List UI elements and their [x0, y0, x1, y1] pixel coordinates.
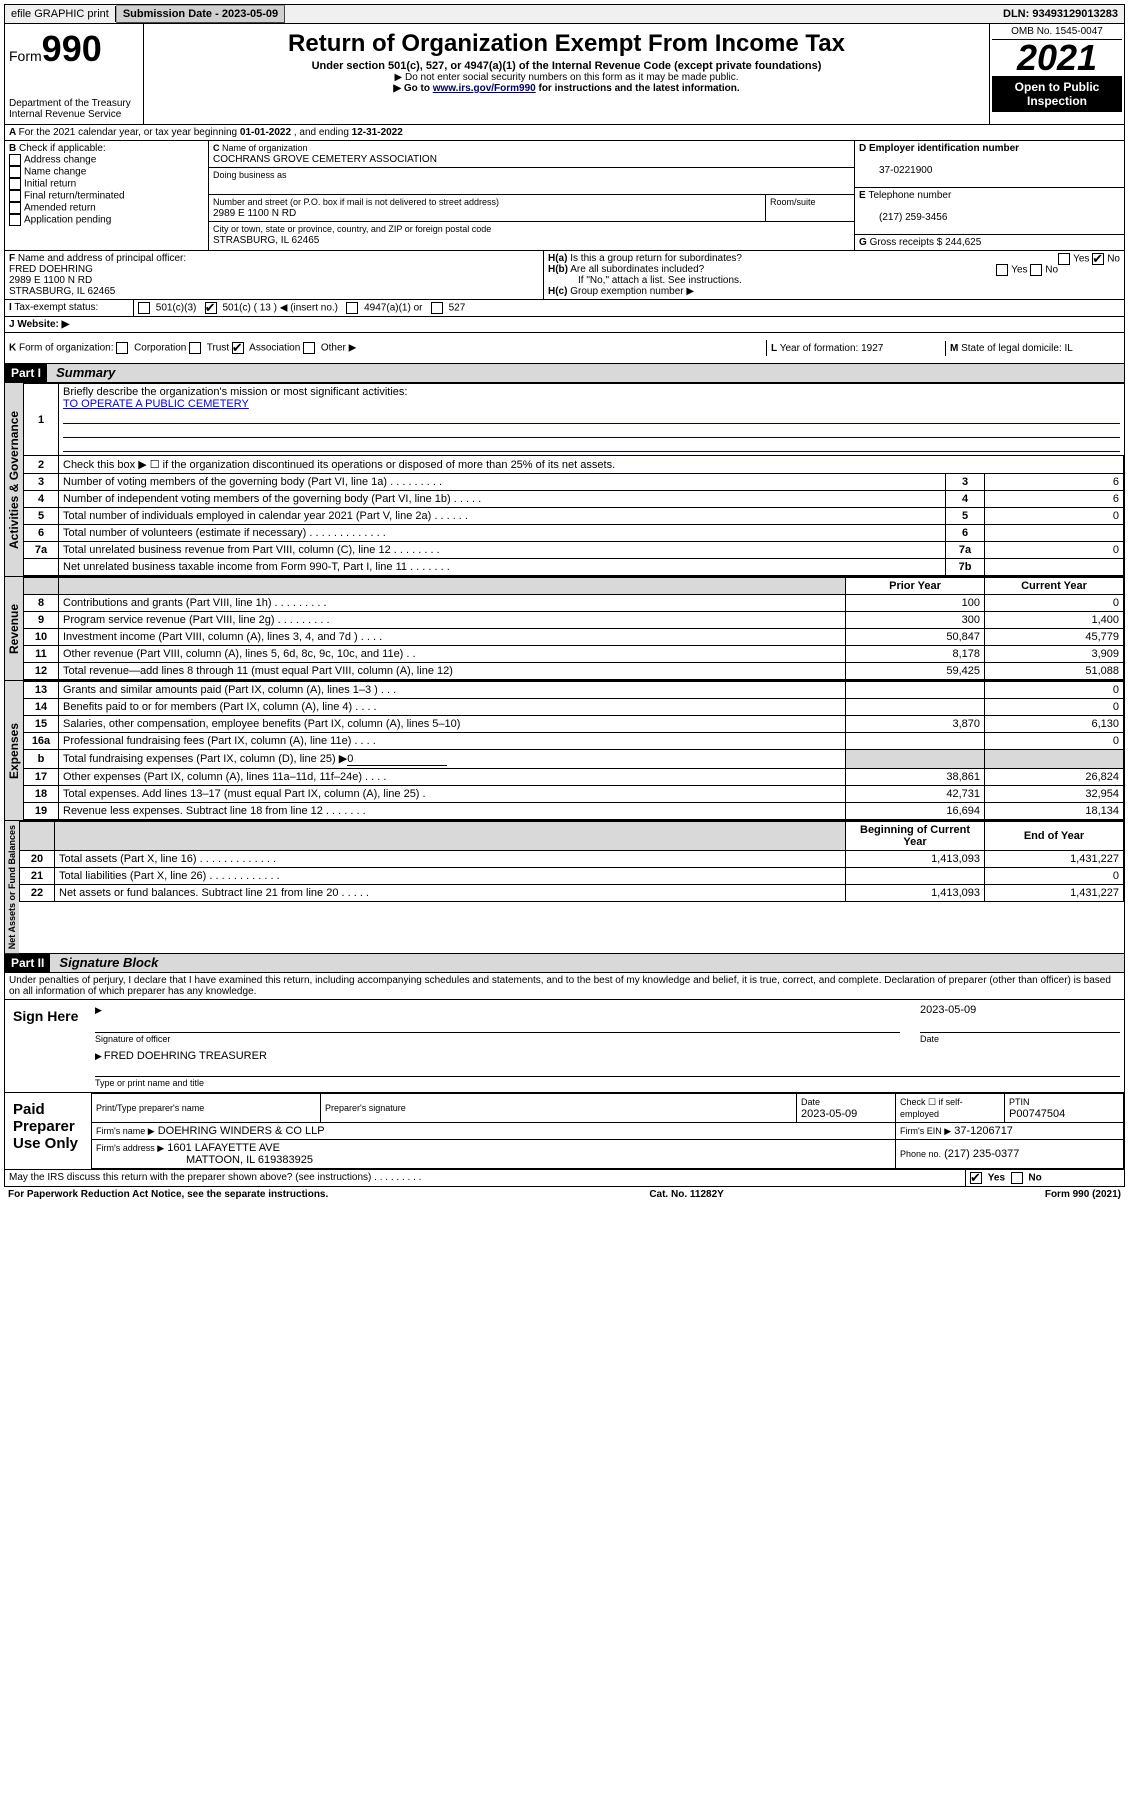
- paid-preparer-block: Paid Preparer Use Only Print/Type prepar…: [4, 1093, 1125, 1170]
- summary-expenses: Expenses 13Grants and similar amounts pa…: [4, 681, 1125, 821]
- chk-other[interactable]: [303, 342, 315, 354]
- lines-13-19: 13Grants and similar amounts paid (Part …: [23, 681, 1124, 820]
- org-street: 2989 E 1100 N RD: [213, 208, 296, 219]
- vlabel-governance: Activities & Governance: [5, 383, 23, 576]
- org-name: COCHRANS GROVE CEMETERY ASSOCIATION: [213, 154, 437, 165]
- hb-yes[interactable]: [996, 264, 1008, 276]
- part2-header: Part II Signature Block: [4, 954, 1125, 973]
- mission-link[interactable]: TO OPERATE A PUBLIC CEMETERY: [63, 398, 249, 410]
- form-number: Form990: [9, 28, 139, 70]
- ha-no[interactable]: [1092, 253, 1104, 265]
- row-j: J Website: ▶: [4, 317, 1125, 333]
- chk-501c3[interactable]: [138, 302, 150, 314]
- form-subtitle: Under section 501(c), 527, or 4947(a)(1)…: [148, 60, 985, 72]
- instr-ssn: ▶ Do not enter social security numbers o…: [148, 72, 985, 83]
- row-f-h: F Name and address of principal officer:…: [4, 251, 1125, 300]
- summary-governance: Activities & Governance 1 Briefly descri…: [4, 383, 1125, 577]
- chk-527[interactable]: [431, 302, 443, 314]
- page-footer: For Paperwork Reduction Act Notice, see …: [4, 1187, 1125, 1202]
- lines-8-12: Prior YearCurrent Year 8Contributions an…: [23, 577, 1124, 680]
- phone: (217) 259-3456: [859, 212, 947, 223]
- sign-here-label: Sign Here: [5, 1000, 91, 1092]
- efile-topbar: efile GRAPHIC print Submission Date - 20…: [4, 4, 1125, 24]
- form-header: Form990 Department of the Treasury Inter…: [4, 24, 1125, 125]
- dept-treasury: Department of the Treasury: [9, 98, 139, 109]
- vlabel-revenue: Revenue: [5, 577, 23, 680]
- ein: 37-0221900: [859, 165, 932, 176]
- identity-block: B Check if applicable: Address change Na…: [4, 141, 1125, 251]
- perjury-text: Under penalties of perjury, I declare th…: [4, 973, 1125, 1000]
- tax-year: 2021: [992, 40, 1122, 76]
- officer-name-title: FRED DOEHRING TREASURER: [95, 1050, 1120, 1062]
- row-k-l-m: K Form of organization: Corporation Trus…: [4, 333, 1125, 364]
- part1-header: Part I Summary: [4, 364, 1125, 383]
- box-b: B Check if applicable: Address change Na…: [5, 141, 209, 250]
- summary-revenue: Revenue Prior YearCurrent Year 8Contribu…: [4, 577, 1125, 681]
- irs-label: Internal Revenue Service: [9, 109, 139, 120]
- chk-final-return[interactable]: [9, 190, 21, 202]
- submission-date-btn[interactable]: Submission Date - 2023-05-09: [116, 5, 285, 23]
- chk-name-change[interactable]: [9, 166, 21, 178]
- row-i: I Tax-exempt status: 501(c)(3) 501(c) ( …: [4, 300, 1125, 317]
- dln: DLN: 93493129013283: [997, 6, 1124, 22]
- chk-app-pending[interactable]: [9, 214, 21, 226]
- summary-netassets: Net Assets or Fund Balances Beginning of…: [4, 821, 1125, 954]
- gross-receipts: 244,625: [945, 237, 981, 248]
- org-city: STRASBURG, IL 62465: [213, 235, 319, 246]
- ha-yes[interactable]: [1058, 253, 1070, 265]
- may-irs-yes[interactable]: [970, 1172, 982, 1184]
- may-irs-row: May the IRS discuss this return with the…: [4, 1170, 1125, 1187]
- chk-amended[interactable]: [9, 202, 21, 214]
- open-to-public: Open to Public Inspection: [992, 76, 1122, 112]
- row-a-period: A For the 2021 calendar year, or tax yea…: [4, 125, 1125, 141]
- chk-corp[interactable]: [116, 342, 128, 354]
- paid-preparer-label: Paid Preparer Use Only: [5, 1093, 91, 1169]
- chk-initial-return[interactable]: [9, 178, 21, 190]
- chk-4947[interactable]: [346, 302, 358, 314]
- irs-link[interactable]: www.irs.gov/Form990: [433, 83, 536, 94]
- box-d-e-g: D Employer identification number 37-0221…: [854, 141, 1124, 250]
- box-c: C Name of organization COCHRANS GROVE CE…: [209, 141, 854, 250]
- chk-501c[interactable]: [205, 302, 217, 314]
- preparer-table: Print/Type preparer's name Preparer's si…: [91, 1093, 1124, 1169]
- chk-address-change[interactable]: [9, 154, 21, 166]
- chk-assoc[interactable]: [232, 342, 244, 354]
- lines-20-22: Beginning of Current YearEnd of Year 20T…: [19, 821, 1124, 902]
- hb-no[interactable]: [1030, 264, 1042, 276]
- sign-here-block: Sign Here Signature of officer 2023-05-0…: [4, 1000, 1125, 1093]
- chk-trust[interactable]: [189, 342, 201, 354]
- officer-name: FRED DOEHRING: [9, 264, 93, 275]
- may-irs-no[interactable]: [1011, 1172, 1023, 1184]
- lines-1-7: 1 Briefly describe the organization's mi…: [23, 383, 1124, 576]
- efile-label: efile GRAPHIC print: [5, 6, 116, 22]
- form-title: Return of Organization Exempt From Incom…: [148, 30, 985, 58]
- instr-link: ▶ Go to www.irs.gov/Form990 for instruct…: [148, 83, 985, 94]
- vlabel-netassets: Net Assets or Fund Balances: [5, 821, 19, 953]
- vlabel-expenses: Expenses: [5, 681, 23, 820]
